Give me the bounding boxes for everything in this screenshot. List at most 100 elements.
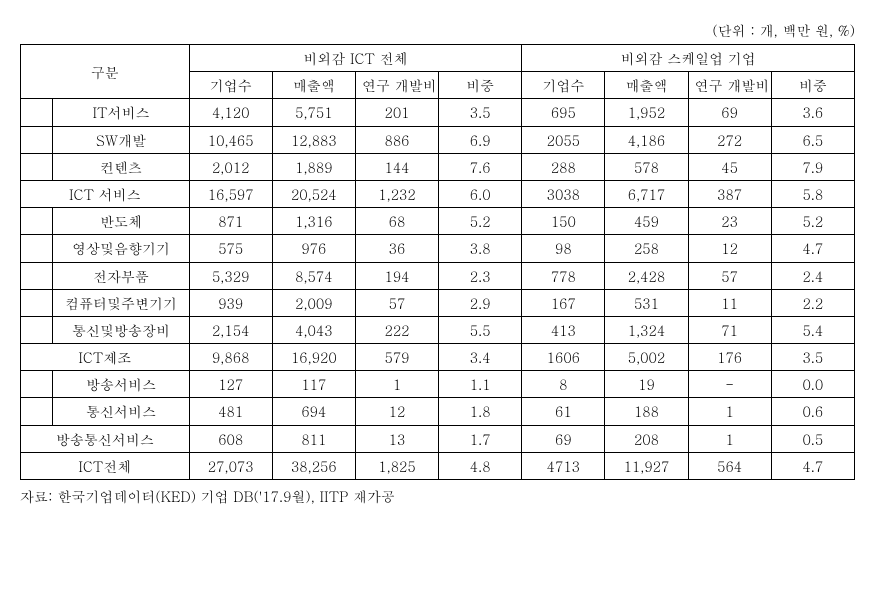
cell-value: 2,154 [189,316,272,343]
header-group-a: 비외감 ICT 전체 [189,45,522,72]
cell-value: 2055 [522,126,605,153]
cell-value: 69 [522,425,605,452]
cell-value: 5.4 [771,316,854,343]
cell-value: 778 [522,262,605,289]
cell-value: 564 [688,452,771,479]
header-a-revenue: 매출액 [272,72,355,99]
cell-value: 694 [272,398,355,425]
row-label: 컴퓨터및주변기기 [53,289,189,316]
header-b-revenue: 매출액 [605,72,688,99]
cell-value: 2,009 [272,289,355,316]
cell-value: 0.0 [771,371,854,398]
header-b-share: 비중 [771,72,854,99]
cell-value: 6,717 [605,180,688,207]
cell-value: 1 [688,425,771,452]
cell-value: 57 [355,289,438,316]
cell-value: 387 [688,180,771,207]
cell-value: 2.3 [439,262,522,289]
cell-value: 45 [688,153,771,180]
row-label: ICT전체 [21,452,190,479]
cell-value: 5.2 [771,208,854,235]
table-body: IT서비스4,1205,7512013.56951,952693.6SW개발10… [21,99,855,480]
row-indent-spacer [21,371,53,398]
cell-value: 1 [688,398,771,425]
row-label: 통신서비스 [53,398,189,425]
cell-value: 7.9 [771,153,854,180]
table-row: ICT제조9,86816,9205793.416065,0021763.5 [21,344,855,371]
row-label: 방송통신서비스 [21,425,190,452]
row-label: ICT제조 [21,344,190,371]
cell-value: 976 [272,235,355,262]
cell-value: 27,073 [189,452,272,479]
cell-value: 16,597 [189,180,272,207]
cell-value: 4713 [522,452,605,479]
cell-value: 12 [688,235,771,262]
row-indent-spacer [21,208,53,235]
cell-value: 194 [355,262,438,289]
cell-value: 2,428 [605,262,688,289]
cell-value: 11 [688,289,771,316]
cell-value: 3.5 [439,99,522,126]
row-label: SW개발 [53,126,189,153]
cell-value: 176 [688,344,771,371]
row-label: 전자부품 [53,262,189,289]
cell-value: 8 [522,371,605,398]
unit-note: (단위 : 개, 백만 원, %) [20,20,855,40]
cell-value: 886 [355,126,438,153]
header-a-rnd: 연구 개발비 [355,72,438,99]
table-row: IT서비스4,1205,7512013.56951,952693.6 [21,99,855,126]
row-label: 방송서비스 [53,371,189,398]
table-row: 영상및음향기기575976363.898258124.7 [21,235,855,262]
cell-value: 3.8 [439,235,522,262]
cell-value: 117 [272,371,355,398]
cell-value: 1,952 [605,99,688,126]
cell-value: 1,232 [355,180,438,207]
cell-value: 5.2 [439,208,522,235]
cell-value: 1,324 [605,316,688,343]
header-group-b: 비외감 스케일업 기업 [522,45,855,72]
cell-value: 4.7 [771,235,854,262]
cell-value: 8,574 [272,262,355,289]
cell-value: 272 [688,126,771,153]
table-row: 전자부품5,3298,5741942.37782,428572.4 [21,262,855,289]
cell-value: 144 [355,153,438,180]
row-indent-spacer [21,235,53,262]
cell-value: 3.5 [771,344,854,371]
cell-value: 6.5 [771,126,854,153]
cell-value: 0.5 [771,425,854,452]
cell-value: 579 [355,344,438,371]
header-b-count: 기업수 [522,72,605,99]
cell-value: 1.1 [439,371,522,398]
cell-value: 12 [355,398,438,425]
cell-value: 20,524 [272,180,355,207]
cell-value: 871 [189,208,272,235]
cell-value: 459 [605,208,688,235]
row-label: 통신및방송장비 [53,316,189,343]
cell-value: 575 [189,235,272,262]
cell-value: 6.9 [439,126,522,153]
cell-value: 9,868 [189,344,272,371]
cell-value: 258 [605,235,688,262]
cell-value: 1,889 [272,153,355,180]
row-label: IT서비스 [53,99,189,126]
cell-value: 1,825 [355,452,438,479]
row-indent-spacer [21,153,53,180]
cell-value: 69 [688,99,771,126]
cell-value: 811 [272,425,355,452]
row-label: 컨텐츠 [53,153,189,180]
cell-value: 1 [355,371,438,398]
row-indent-spacer [21,316,53,343]
cell-value: 2.2 [771,289,854,316]
cell-value: 12,883 [272,126,355,153]
cell-value: 5.8 [771,180,854,207]
cell-value: 3038 [522,180,605,207]
cell-value: 127 [189,371,272,398]
cell-value: 150 [522,208,605,235]
cell-value: 578 [605,153,688,180]
row-label: 반도체 [53,208,189,235]
source-note: 자료: 한국기업데이터(KED) 기업 DB('17.9월), IITP 재가공 [20,486,855,506]
cell-value: 2.9 [439,289,522,316]
cell-value: 11,927 [605,452,688,479]
cell-value: 13 [355,425,438,452]
cell-value: 1,316 [272,208,355,235]
